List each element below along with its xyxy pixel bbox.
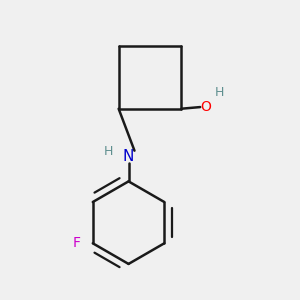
Text: F: F xyxy=(73,236,81,250)
Text: H: H xyxy=(215,86,224,99)
Text: O: O xyxy=(201,100,212,114)
Text: H: H xyxy=(104,145,113,158)
Text: N: N xyxy=(123,149,134,164)
